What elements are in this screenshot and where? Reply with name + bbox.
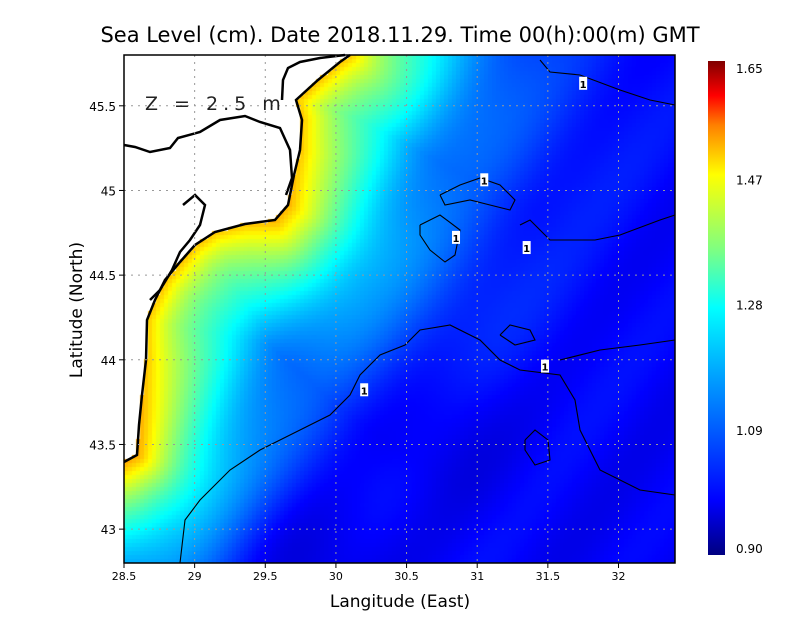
contour-line [439, 177, 516, 211]
contour-label: 1 [523, 244, 530, 255]
x-tick-label: 29 [188, 570, 202, 583]
x-tick-label: 31 [470, 570, 484, 583]
contour-label: 1 [542, 363, 549, 374]
y-tick-label: 43.5 [89, 438, 116, 452]
contour-label: 1 [453, 234, 460, 245]
contour-label-bg [452, 230, 461, 244]
chart-title: Sea Level (cm). Date 2018.11.29. Time 00… [100, 23, 699, 47]
contour-label: 1 [580, 80, 587, 91]
colorbar-ticks: 0.90 1.09 1.28 1.47 1.65 [736, 62, 763, 556]
contour-line [524, 429, 551, 466]
y-tick-label: 44.5 [89, 269, 116, 283]
colorbar-tick-label: 0.90 [736, 542, 763, 556]
x-axis-label: Langitude (East) [330, 592, 470, 612]
contour-label-bg [541, 359, 550, 373]
contour-label-bg [522, 241, 531, 255]
contour-line [559, 339, 676, 361]
y-tick-label: 44 [101, 354, 116, 368]
coastline-path [149, 193, 207, 301]
contour-labels: 1 1 1 1 1 1 [360, 76, 588, 397]
x-tick-label: 28.5 [112, 570, 137, 583]
contour-line [419, 214, 461, 263]
coastline-path [123, 53, 351, 464]
contour-line [499, 324, 536, 346]
contour-label-bg [360, 383, 369, 397]
y-tick-label: 43 [101, 523, 116, 537]
contour-label-bg [480, 173, 489, 187]
coastline-path [280, 53, 346, 101]
y-axis-label: Latitude (North) [67, 242, 87, 378]
colorbar-tick-label: 1.09 [736, 424, 763, 438]
contour-line [179, 324, 676, 564]
x-tick-label: 30 [329, 570, 343, 583]
colorbar-tick-label: 1.47 [736, 174, 763, 188]
coastline [123, 53, 351, 464]
contour-label: 1 [361, 386, 368, 397]
y-tick-label: 45.5 [89, 100, 116, 114]
contour-line [519, 214, 676, 241]
x-tick-label: 30.5 [394, 570, 419, 583]
coastline-path [123, 114, 294, 196]
y-tick-label: 45 [101, 184, 116, 198]
plot-frame [123, 54, 676, 564]
heatmap-field [124, 55, 675, 563]
grid-lines [124, 55, 675, 563]
x-ticks: 28.5 29 29.5 30 30.5 31 31.5 32 [112, 563, 625, 583]
colorbar-tick-label: 1.65 [736, 62, 763, 76]
depth-annotation: Z = 2.5 m [145, 93, 286, 115]
contour-label: 1 [481, 176, 488, 187]
colorbar-tick-label: 1.28 [736, 299, 763, 313]
y-ticks: 43 43.5 44 44.5 45 45.5 [89, 100, 124, 537]
x-tick-label: 31.5 [536, 570, 561, 583]
colorbar [708, 61, 725, 555]
contour-label-bg [579, 76, 588, 90]
x-tick-label: 32 [611, 570, 625, 583]
x-tick-label: 29.5 [253, 570, 278, 583]
